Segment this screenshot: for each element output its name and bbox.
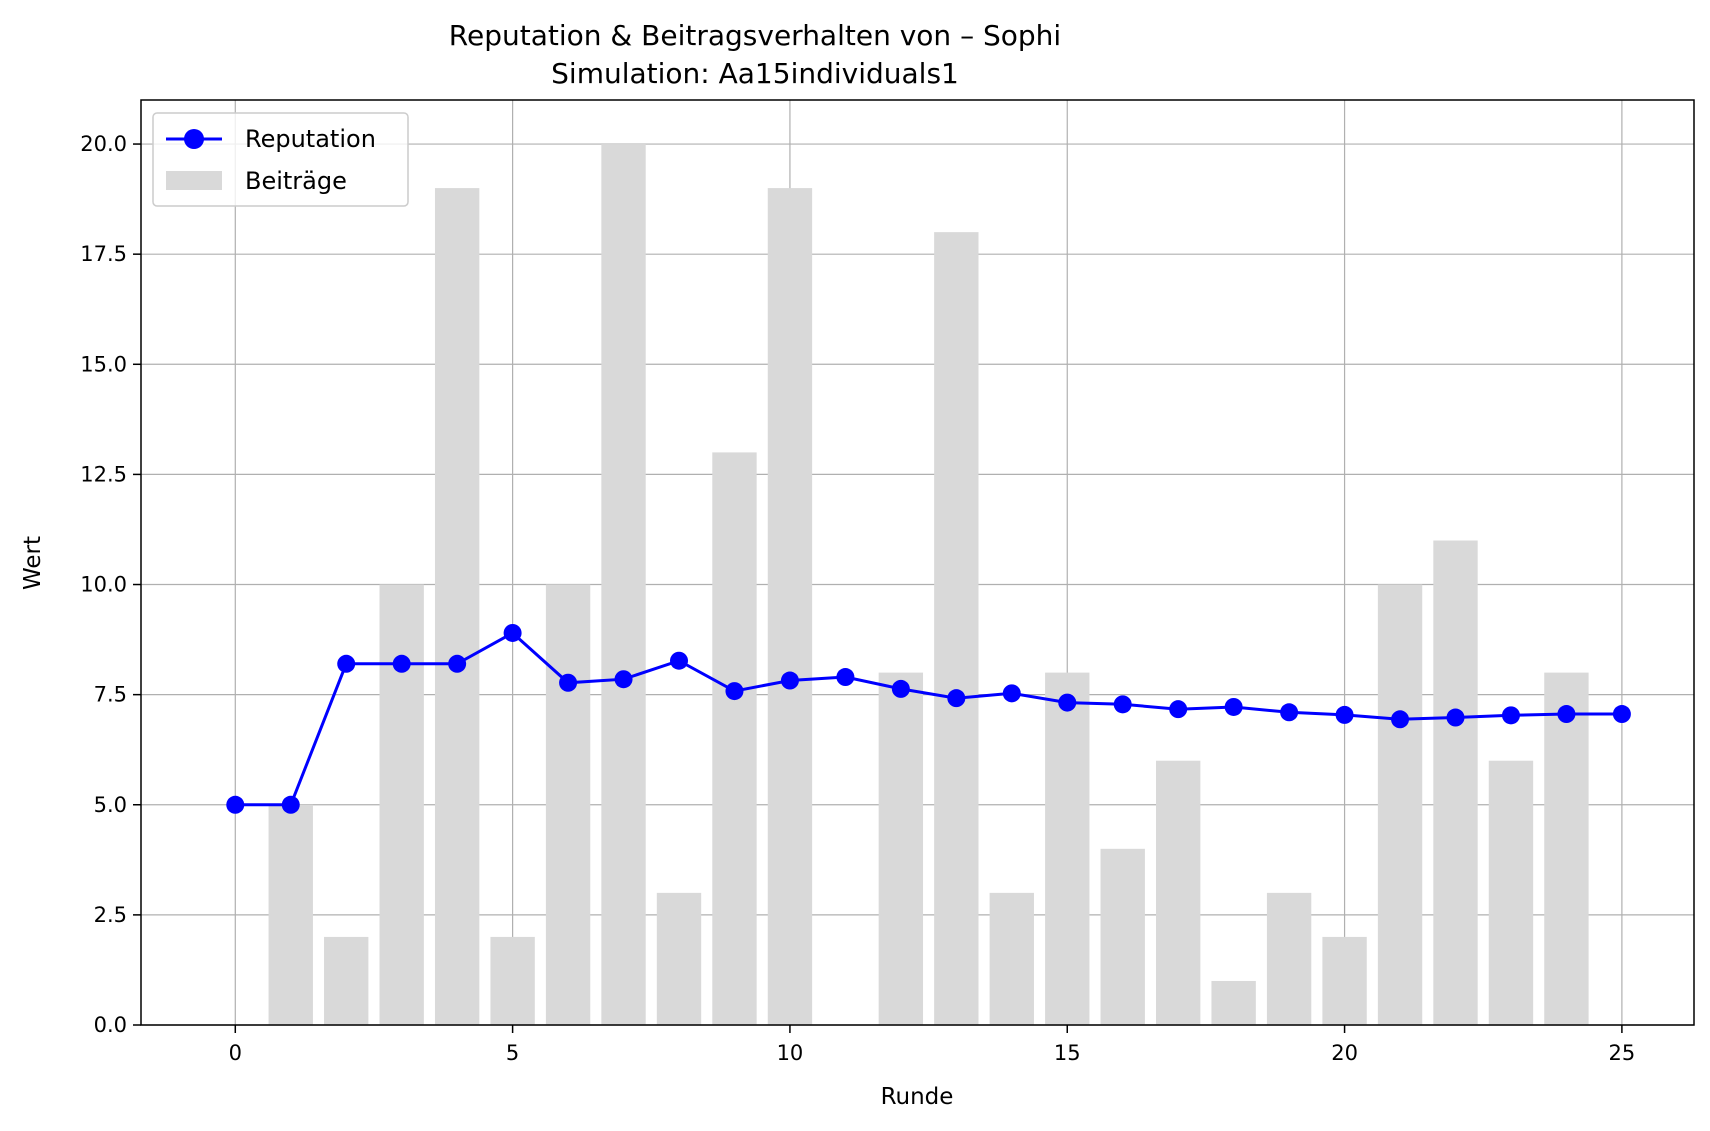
x-tick-label: 0 [229, 1041, 242, 1065]
plot-frame [140, 99, 1695, 1026]
reputation-point [1280, 703, 1299, 722]
y-tick-label: 7.5 [94, 683, 127, 707]
x-tick-label: 10 [777, 1041, 804, 1065]
x-tick-label: 20 [1331, 1041, 1358, 1065]
reputation-point [1113, 695, 1132, 714]
x-tick-label: 5 [506, 1041, 519, 1065]
bar-beitraege [1544, 672, 1589, 1025]
reputation-point [670, 651, 689, 670]
y-axis-ticks: 0.0 2.5 5.0 7.5 10.0 12.5 15.0 17.5 20.0 [80, 132, 141, 1037]
bar-beitraege [1266, 892, 1312, 1025]
y-tick-label: 10.0 [80, 573, 127, 597]
legend-label-reputation: Reputation [245, 125, 376, 153]
reputation-point [891, 679, 910, 698]
reputation-point [614, 670, 633, 689]
x-tick-label: 15 [1054, 1041, 1081, 1065]
bar-beitraege [1155, 760, 1201, 1025]
bar-beitraege [934, 232, 979, 1026]
chart-subtitle: Simulation: Aa15individuals1 [551, 57, 959, 90]
reputation-point [1612, 705, 1631, 724]
bar-beitraege [989, 892, 1034, 1025]
y-tick-label: 17.5 [80, 242, 127, 266]
reputation-point [1335, 705, 1354, 724]
reputation-point [559, 673, 578, 692]
bar-beitraege [1322, 936, 1367, 1025]
y-tick-label: 20.0 [80, 132, 127, 156]
x-axis-label: Runde [881, 1084, 954, 1110]
bar-beitraege [656, 892, 702, 1025]
x-axis-ticks: 0 5 10 15 20 25 [229, 1025, 1636, 1065]
y-tick-label: 5.0 [94, 793, 127, 817]
reputation-point [1391, 710, 1410, 729]
legend-reputation-marker [184, 129, 204, 149]
reputation-line [235, 631, 1622, 807]
bar-beitraege [1488, 760, 1534, 1025]
y-tick-label: 12.5 [80, 462, 127, 486]
reputation-point [780, 671, 799, 690]
line-series-reputation [226, 623, 1631, 814]
legend-label-beitraege: Beiträge [245, 167, 347, 195]
reputation-point [1557, 705, 1576, 724]
reputation-point [1169, 700, 1188, 719]
reputation-point [1501, 706, 1520, 725]
reputation-point [1446, 708, 1465, 727]
bar-beitraege [268, 804, 313, 1025]
bar-beitraege [1433, 540, 1478, 1025]
reputation-point [1224, 697, 1243, 716]
bar-beitraege [1045, 672, 1090, 1025]
bar-series-beitraege [268, 144, 1589, 1026]
bar-beitraege [434, 188, 480, 1026]
bar-beitraege [379, 584, 424, 1025]
bar-beitraege [601, 144, 646, 1026]
y-tick-label: 2.5 [94, 903, 127, 927]
y-axis-label: Wert [20, 536, 46, 590]
reputation-point [226, 795, 245, 814]
y-tick-label: 0.0 [94, 1013, 127, 1037]
reputation-point [1058, 693, 1077, 712]
bar-beitraege [767, 188, 813, 1026]
bar-beitraege [712, 452, 757, 1025]
bar-beitraege [878, 672, 924, 1025]
reputation-point [281, 795, 300, 814]
reputation-point [337, 654, 356, 673]
y-tick-label: 15.0 [80, 352, 127, 376]
x-tick-label: 25 [1609, 1041, 1636, 1065]
bar-beitraege [1377, 584, 1423, 1025]
chart-title: Reputation & Beitragsverhalten von – Sop… [449, 19, 1061, 52]
bar-beitraege [545, 584, 591, 1025]
bar-beitraege [490, 936, 535, 1025]
bar-beitraege [324, 936, 369, 1025]
legend: Reputation Beiträge [152, 112, 409, 207]
bar-beitraege [1100, 848, 1145, 1025]
reputation-point [725, 682, 744, 701]
reputation-point [836, 668, 855, 687]
reputation-point [392, 654, 411, 673]
reputation-point [448, 654, 467, 673]
reputation-point [947, 689, 966, 708]
reputation-point [503, 623, 522, 642]
reputation-point [1002, 684, 1021, 703]
bar-beitraege [1211, 980, 1256, 1025]
legend-beitraege-swatch [166, 171, 222, 190]
